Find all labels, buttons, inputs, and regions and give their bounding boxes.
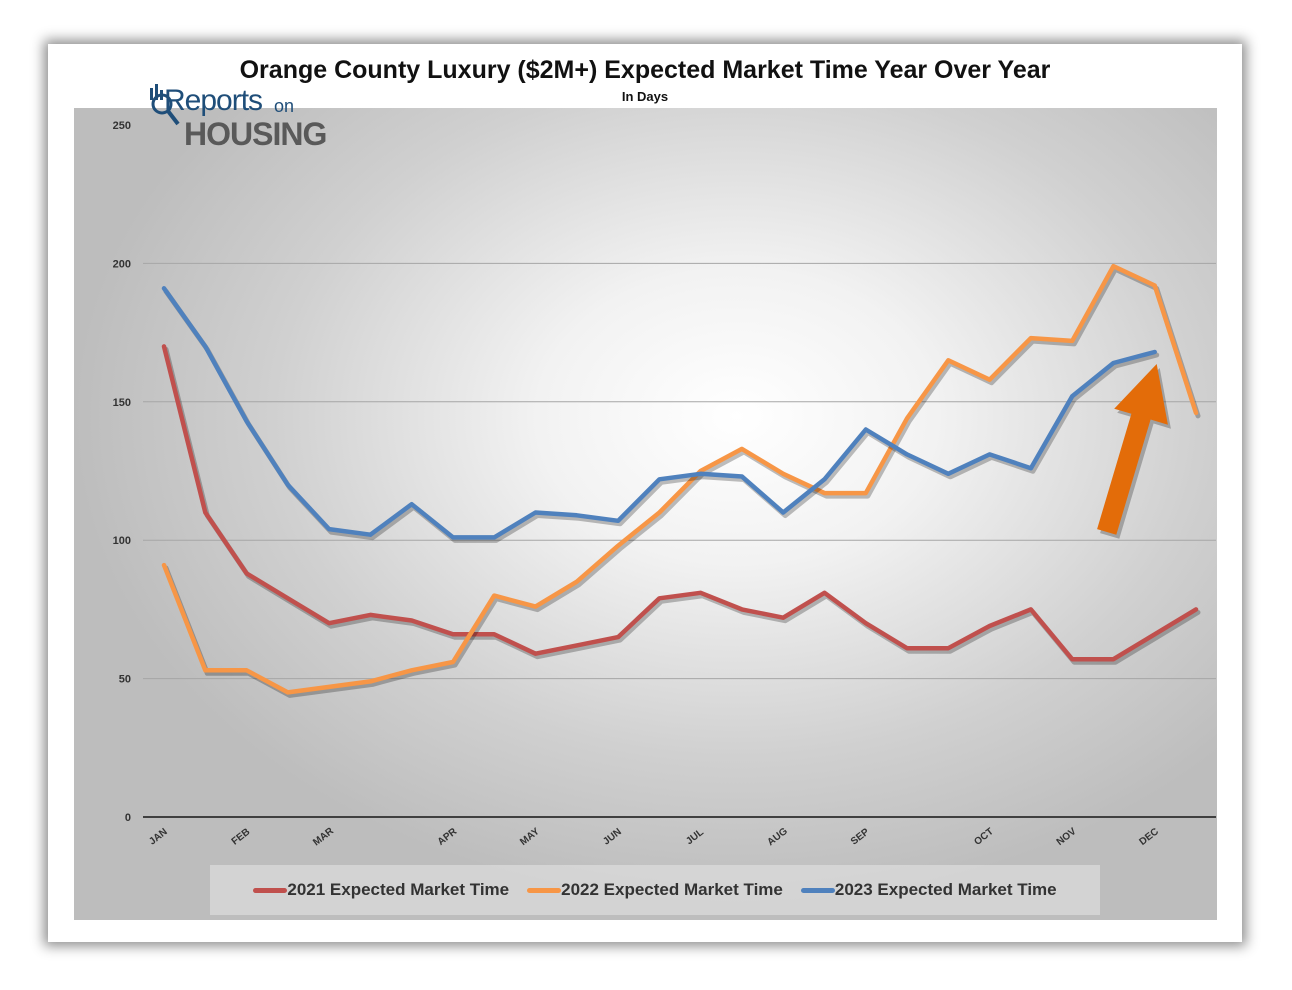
series-line-2022 [161,263,1199,695]
legend-swatch-2023 [800,887,835,893]
chart-legend: 2021 Expected Market Time 2022 Expected … [210,865,1100,915]
y-tick-label-0: 0 [125,812,131,824]
legend-item-2021: 2021 Expected Market Time [253,880,509,900]
series-shadow-2023 [163,288,1160,543]
legend-item-2023: 2023 Expected Market Time [800,880,1057,900]
chart-title: Orange County Luxury ($2M+) Expected Mar… [239,56,1051,84]
y-tick-label-100: 100 [113,535,131,547]
x-tick-label-mar: MAR [311,825,336,848]
y-tick-label-200: 200 [113,258,131,270]
chart-card: Orange County Luxury ($2M+) Expected Mar… [48,44,1242,942]
series-line-2021 [161,344,1199,662]
series-shadow-2022 [163,266,1201,698]
x-tick-label-dec: DEC [1137,826,1160,848]
annotation-arrow-up [1097,364,1168,535]
x-tick-label-aug: AUG [766,826,790,848]
legend-item-2022: 2022 Expected Market Time [527,880,783,900]
chart-subtitle: In Days [621,89,669,104]
x-tick-label-sep: SEP [849,826,872,847]
legend-label-2021: 2021 Expected Market Time [287,880,510,899]
x-tick-label-feb: FEB [230,827,253,848]
x-tick-label-oct: OCT [972,826,995,848]
x-tick-label-may: MAY [518,826,542,848]
x-tick-label-jul: JUL [684,827,706,847]
y-tick-label-150: 150 [113,397,131,409]
reports-on-housing-logo: Reports on HOUSING [146,82,356,152]
legend-swatch-2022 [527,887,562,893]
y-tick-label-250: 250 [113,120,131,132]
logo-text-housing: HOUSING [184,116,327,152]
x-tick-label-jun: JUN [601,827,624,848]
series-line-2023 [161,286,1157,540]
legend-swatch-2021 [253,887,288,893]
x-tick-label-nov: NOV [1055,826,1079,848]
legend-label-2023: 2023 Expected Market Time [834,880,1057,899]
logo-text-reports: Reports [164,84,263,117]
y-tick-label-50: 50 [119,674,131,686]
plot-area [74,108,1217,920]
x-tick-label-jan: JAN [147,827,170,848]
legend-label-2022: 2022 Expected Market Time [561,880,783,899]
x-tick-label-apr: APR [436,826,460,848]
magnifier-bars-icon [150,84,180,126]
logo-text-on: on [274,96,295,116]
series-shadow-2021 [163,346,1201,665]
